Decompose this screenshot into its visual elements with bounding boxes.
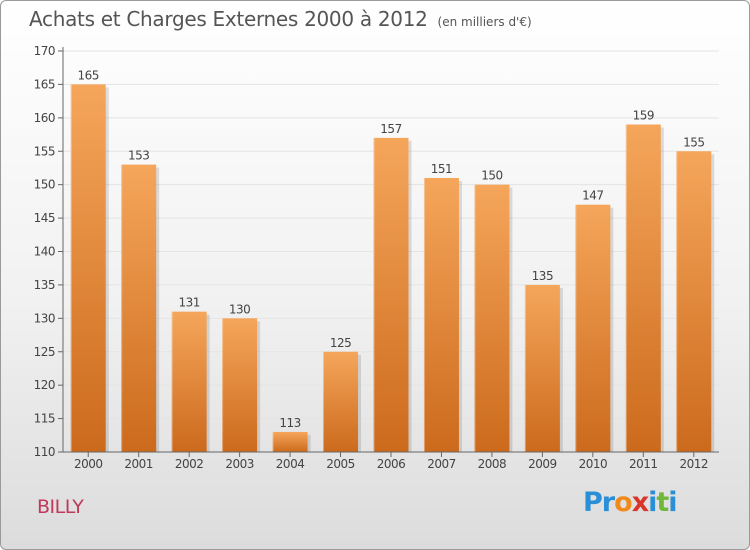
logo-letter: t <box>656 487 669 518</box>
x-tick-label: 2008 <box>478 457 507 471</box>
chart-unit-note: (en milliers d'€) <box>437 15 532 29</box>
city-name: BILLY <box>37 496 84 518</box>
y-tick-label: 150 <box>34 178 55 192</box>
proxiti-logo: Proxiti <box>583 487 678 518</box>
x-tick-label: 2007 <box>427 457 456 471</box>
y-tick-label: 170 <box>34 44 55 58</box>
y-tick-label: 115 <box>34 412 55 426</box>
x-tick-label: 2000 <box>74 457 103 471</box>
bar <box>70 84 106 453</box>
logo-letter: r <box>601 487 615 518</box>
bar <box>423 177 459 452</box>
y-tick-label: 155 <box>34 144 55 158</box>
y-tick-label: 125 <box>34 345 55 359</box>
x-tick-label: 2002 <box>175 457 204 471</box>
bar <box>121 164 157 452</box>
x-tick-label: 2001 <box>124 457 153 471</box>
logo-letter: x <box>631 487 649 518</box>
logo-letter: i <box>668 487 677 518</box>
data-label: 135 <box>532 269 553 283</box>
bar <box>323 351 359 452</box>
y-tick-label: 120 <box>34 378 55 392</box>
data-labels: 165 153 131 130 113 125 157 151 150 135 147 159 155 <box>78 68 705 430</box>
data-label: 130 <box>229 302 250 316</box>
x-tick-label: 2012 <box>679 457 708 471</box>
x-tick-label: 2006 <box>377 457 406 471</box>
data-label: 153 <box>128 149 149 163</box>
x-tick-label: 2005 <box>326 457 355 471</box>
chart-title: Achats et Charges Externes 2000 à 2012 <box>29 7 428 31</box>
bars <box>70 84 715 453</box>
data-label: 131 <box>178 296 199 310</box>
data-label: 147 <box>582 189 603 203</box>
data-label: 125 <box>330 336 351 350</box>
data-label: 157 <box>380 122 401 136</box>
x-tick-label: 2010 <box>579 457 608 471</box>
y-tick-label: 135 <box>34 278 55 292</box>
data-label: 159 <box>633 109 654 123</box>
y-tick-label: 145 <box>34 211 55 225</box>
bar <box>575 204 611 452</box>
bar <box>222 318 258 452</box>
y-tick-label: 130 <box>34 311 55 325</box>
y-tick-label: 165 <box>34 77 55 91</box>
bar <box>625 124 661 453</box>
bar <box>373 137 409 452</box>
data-label: 150 <box>481 169 502 183</box>
data-label: 151 <box>431 162 452 176</box>
y-tick-label: 160 <box>34 111 55 125</box>
x-tick-label: 2003 <box>225 457 254 471</box>
y-tick-label: 110 <box>34 445 55 459</box>
data-label: 155 <box>683 135 704 149</box>
bar <box>524 284 560 452</box>
bar <box>676 151 712 452</box>
x-tick-label: 2009 <box>528 457 557 471</box>
bar <box>171 311 207 452</box>
x-tick-label: 2004 <box>276 457 305 471</box>
data-label: 165 <box>78 68 99 82</box>
bar <box>272 431 308 452</box>
data-label: 113 <box>279 416 300 430</box>
logo-letter: i <box>648 487 657 518</box>
y-tick-label: 140 <box>34 245 55 259</box>
logo-letter: o <box>614 487 633 518</box>
x-tick-label: 2011 <box>629 457 658 471</box>
chart-title-block: Achats et Charges Externes 2000 à 2012 (e… <box>29 7 532 31</box>
axes: 110 115 120 125 130 135 140 145 150 155 160 165 170 2… <box>34 44 719 471</box>
bar <box>474 184 510 452</box>
logo-letter: P <box>583 487 603 518</box>
